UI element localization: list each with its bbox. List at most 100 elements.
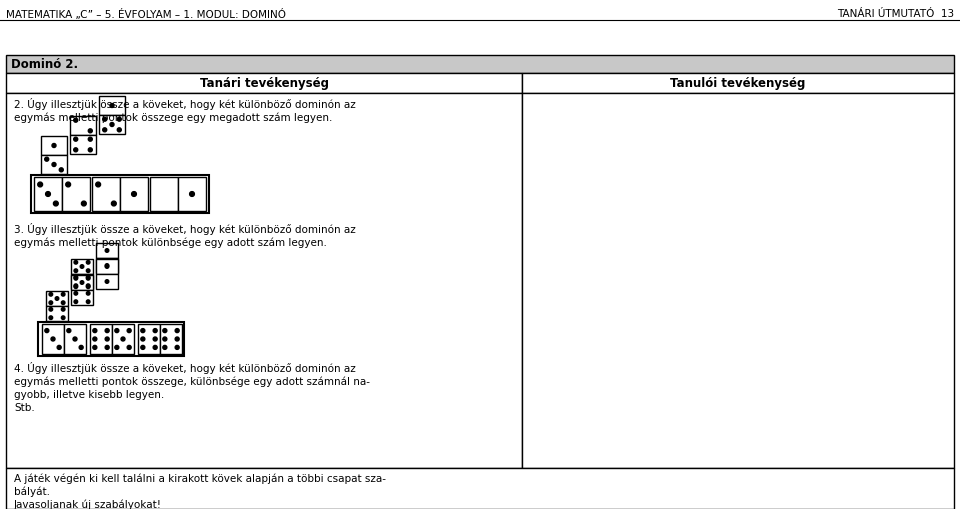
Bar	[99, 96, 125, 115]
Bar	[71, 290, 93, 305]
Circle shape	[96, 182, 101, 187]
Bar	[96, 258, 118, 273]
Circle shape	[106, 329, 109, 332]
Bar	[46, 306, 68, 321]
Bar	[6, 468, 954, 509]
Bar	[6, 55, 954, 73]
Circle shape	[45, 157, 49, 161]
Circle shape	[86, 269, 90, 272]
Circle shape	[86, 300, 90, 303]
Circle shape	[81, 265, 84, 268]
Circle shape	[106, 265, 108, 268]
Circle shape	[82, 201, 86, 206]
Circle shape	[56, 297, 59, 300]
Text: Tanári tevékenység: Tanári tevékenység	[200, 77, 328, 90]
Circle shape	[111, 201, 116, 206]
Bar	[71, 274, 93, 289]
Circle shape	[65, 182, 71, 187]
Circle shape	[86, 275, 90, 279]
Circle shape	[67, 329, 71, 332]
Circle shape	[74, 284, 78, 288]
Circle shape	[154, 329, 157, 332]
Circle shape	[49, 301, 53, 304]
Circle shape	[58, 346, 61, 349]
Bar	[96, 274, 118, 289]
Circle shape	[141, 337, 145, 341]
Bar	[46, 291, 68, 306]
Bar	[138, 324, 160, 354]
Bar	[99, 115, 125, 134]
Circle shape	[106, 264, 108, 267]
Circle shape	[106, 337, 109, 341]
Circle shape	[106, 249, 108, 252]
Bar	[38, 322, 184, 356]
Circle shape	[61, 293, 65, 296]
Bar	[96, 259, 118, 274]
Circle shape	[175, 346, 180, 349]
Bar	[522, 93, 954, 468]
Circle shape	[141, 346, 145, 349]
Circle shape	[74, 261, 78, 264]
Circle shape	[117, 117, 121, 121]
Bar	[71, 259, 93, 274]
Circle shape	[74, 285, 78, 289]
Circle shape	[110, 103, 114, 107]
Bar	[34, 177, 62, 211]
Circle shape	[127, 346, 132, 349]
Circle shape	[46, 191, 51, 196]
Bar	[178, 177, 206, 211]
Bar	[522, 73, 954, 93]
Circle shape	[74, 292, 78, 295]
Circle shape	[86, 284, 90, 288]
Bar	[62, 177, 90, 211]
Circle shape	[86, 285, 90, 289]
Circle shape	[49, 293, 53, 296]
Text: A játék végén ki kell találni a kirakott kövek alapján a többi csapat sza-
bályá: A játék végén ki kell találni a kirakott…	[14, 473, 386, 509]
Circle shape	[88, 129, 92, 133]
Circle shape	[88, 137, 92, 141]
Bar	[70, 116, 96, 135]
Circle shape	[106, 346, 109, 349]
Bar	[112, 324, 134, 354]
Circle shape	[127, 329, 132, 332]
Bar	[150, 177, 178, 211]
Bar	[64, 324, 86, 354]
Circle shape	[74, 269, 78, 272]
Circle shape	[103, 117, 107, 121]
Bar	[42, 324, 64, 354]
Circle shape	[154, 346, 157, 349]
Circle shape	[86, 276, 90, 280]
Circle shape	[103, 128, 107, 132]
Text: Dominó 2.: Dominó 2.	[11, 58, 78, 71]
Text: 2. Úgy illesztjük össze a köveket, hogy két különböző dominón az
egymás melletti: 2. Úgy illesztjük össze a köveket, hogy …	[14, 98, 356, 124]
Circle shape	[163, 329, 167, 332]
Circle shape	[86, 261, 90, 264]
Text: MATEMATIKA „C” – 5. ÉVFOLYAM – 1. MODUL: DOMINÓ: MATEMATIKA „C” – 5. ÉVFOLYAM – 1. MODUL:…	[6, 9, 286, 20]
Circle shape	[117, 128, 121, 132]
Circle shape	[81, 280, 84, 285]
Circle shape	[93, 337, 97, 341]
Circle shape	[154, 337, 157, 341]
Circle shape	[74, 118, 78, 122]
Bar	[96, 243, 118, 258]
Bar	[71, 275, 93, 290]
Circle shape	[115, 329, 119, 332]
Circle shape	[54, 201, 59, 206]
Circle shape	[74, 148, 78, 152]
Bar	[70, 135, 96, 154]
Bar	[31, 175, 209, 213]
Circle shape	[74, 300, 78, 303]
Bar	[41, 155, 67, 174]
Circle shape	[45, 329, 49, 332]
Circle shape	[110, 123, 114, 127]
Bar	[92, 177, 120, 211]
Circle shape	[73, 337, 77, 341]
Circle shape	[74, 276, 78, 280]
Circle shape	[49, 316, 53, 320]
Circle shape	[79, 346, 84, 349]
Text: 3. Úgy illesztjük össze a köveket, hogy két különböző dominón az
egymás melletti: 3. Úgy illesztjük össze a köveket, hogy …	[14, 223, 356, 248]
Circle shape	[61, 307, 65, 311]
Circle shape	[61, 301, 65, 304]
Bar	[41, 136, 67, 155]
Bar	[6, 93, 522, 468]
